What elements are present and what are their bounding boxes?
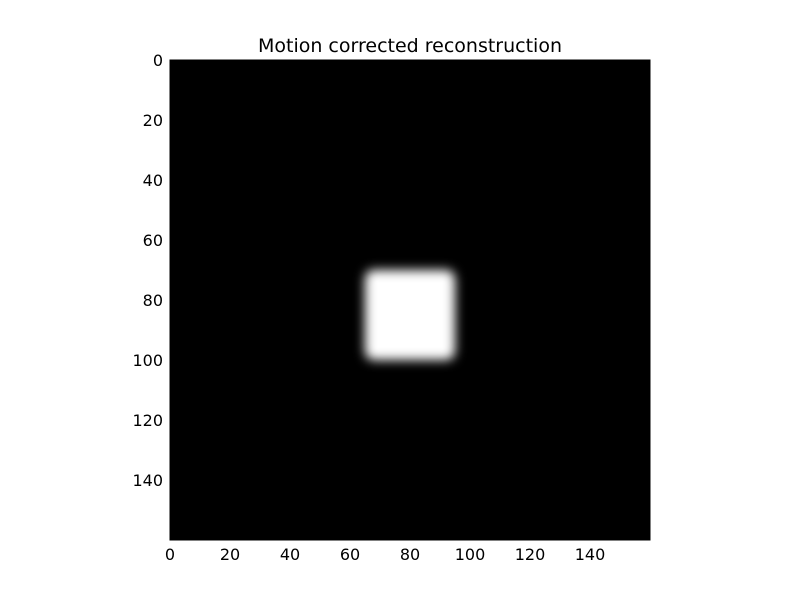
y-tick-label: 40 xyxy=(143,171,163,190)
plot-area xyxy=(169,59,651,541)
x-tick-label: 80 xyxy=(400,545,420,564)
bright-region xyxy=(365,270,455,360)
y-axis: 0 20 40 60 80 100 120 140 xyxy=(132,51,650,490)
x-tick-label: 20 xyxy=(220,545,240,564)
y-tick-label: 60 xyxy=(143,231,163,250)
chart-title: Motion corrected reconstruction xyxy=(258,35,562,57)
y-tick-label: 0 xyxy=(153,51,163,70)
y-tick-label: 100 xyxy=(132,351,163,370)
x-tick-label: 0 xyxy=(165,545,175,564)
x-tick-label: 140 xyxy=(575,545,606,564)
y-tick-label: 120 xyxy=(132,411,163,430)
x-tick-label: 60 xyxy=(340,545,360,564)
x-tick-label: 40 xyxy=(280,545,300,564)
x-tick-label: 100 xyxy=(455,545,486,564)
y-tick-label: 140 xyxy=(132,471,163,490)
x-axis: 0 20 40 60 80 100 120 140 xyxy=(165,60,605,564)
y-tick-label: 80 xyxy=(143,291,163,310)
x-tick-label: 120 xyxy=(515,545,546,564)
y-tick-label: 20 xyxy=(143,111,163,130)
